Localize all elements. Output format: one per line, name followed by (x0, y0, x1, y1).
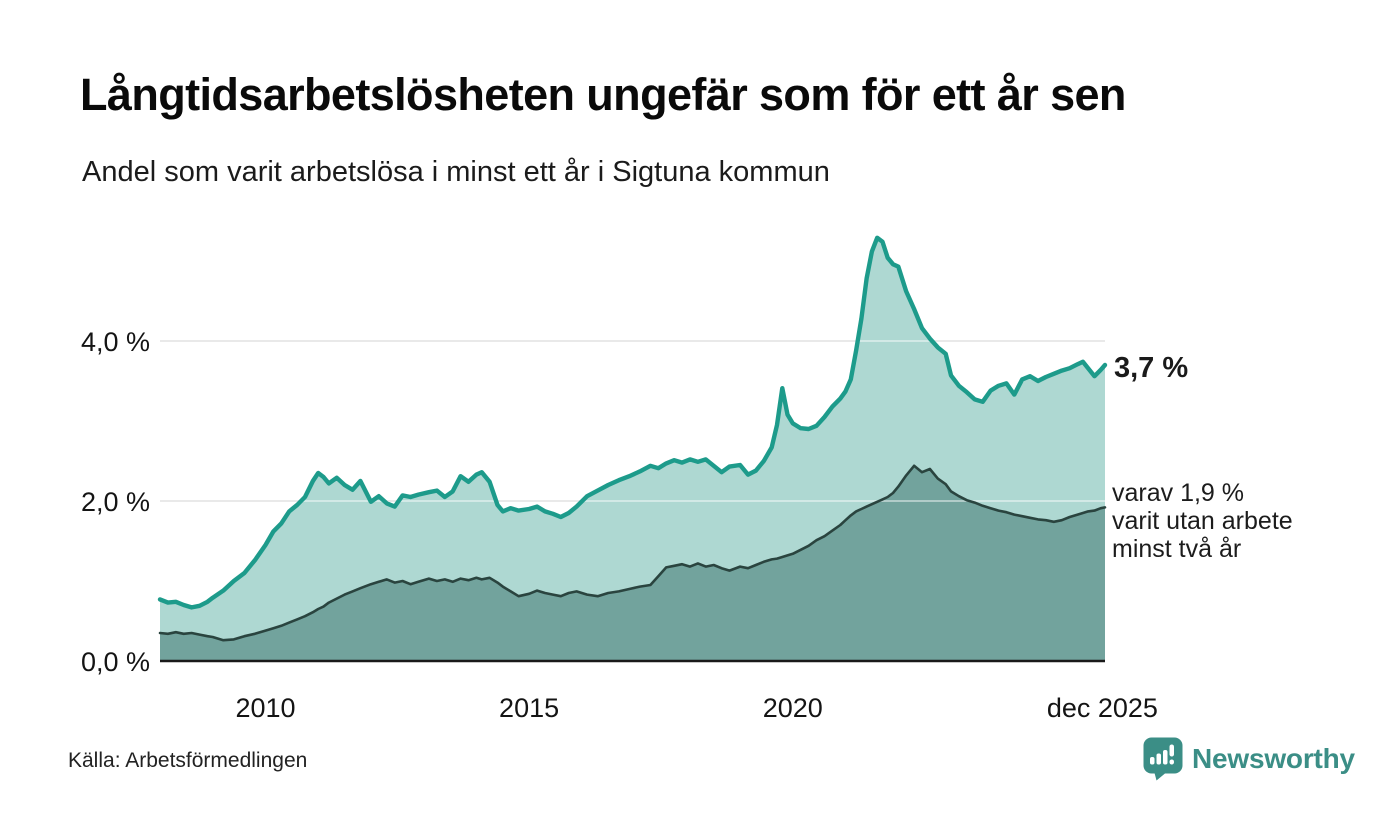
newsworthy-logo: Newsworthy (1143, 737, 1355, 781)
y-tick-label: 0,0 % (81, 647, 150, 677)
y-tick-label: 2,0 % (81, 487, 150, 517)
x-tick-label: 2020 (763, 693, 823, 723)
brand-wordmark: Newsworthy (1192, 743, 1355, 774)
secondary-annotation: varav 1,9 % varit utan arbete minst två … (1112, 479, 1293, 563)
logo-bar-chart-glyph (1150, 744, 1174, 765)
logo-bubble-tail (1154, 771, 1168, 781)
page-title: Långtidsarbetslösheten ungefär som för e… (80, 69, 1126, 120)
x-tick-label: dec 2025 (1047, 693, 1158, 723)
x-tick-label: 2010 (235, 693, 295, 723)
line-min-two-years (158, 464, 1107, 642)
logo-exclamation-dot (1169, 759, 1174, 765)
x-tick-label: 2015 (499, 693, 559, 723)
y-tick-label: 4,0 % (81, 327, 150, 357)
page-subtitle: Andel som varit arbetslösa i minst ett å… (82, 156, 830, 188)
area-min-two-years (160, 465, 1105, 661)
logo-exclamation-stem (1169, 744, 1174, 757)
bar-chart-speech-bubble-icon (1143, 737, 1183, 781)
source-caption: Källa: Arbetsförmedlingen (68, 749, 308, 772)
latest-value-label: 3,7 % (1114, 352, 1189, 384)
line-min-one-year (157, 235, 1108, 610)
